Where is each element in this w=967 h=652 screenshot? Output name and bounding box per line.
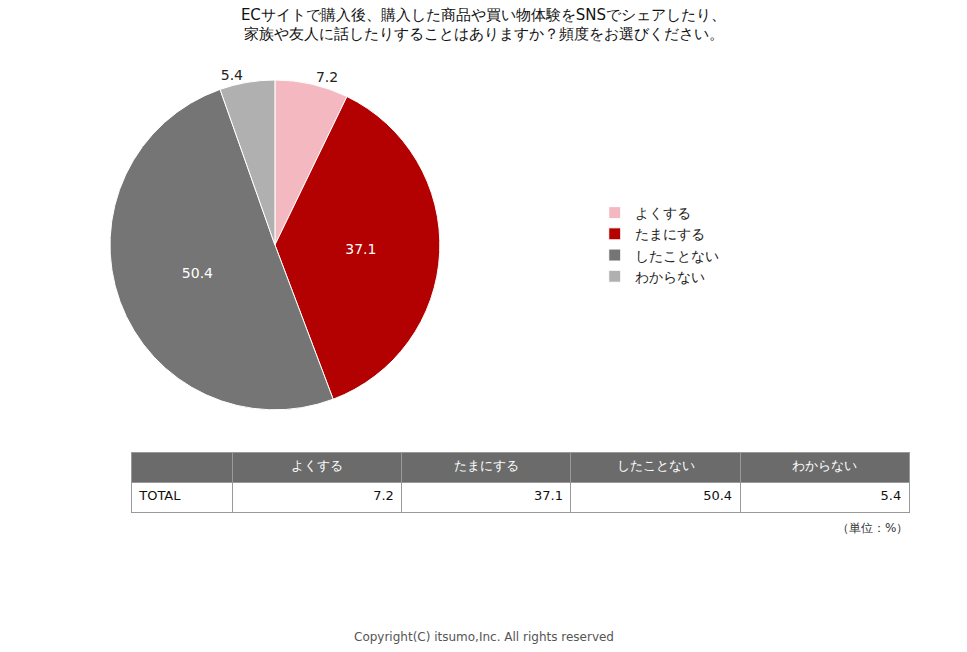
- svg-text:したことない: したことない: [617, 458, 695, 473]
- svg-text:よくする: よくする: [291, 458, 343, 473]
- svg-text:したことない: したことない: [635, 248, 719, 264]
- svg-text:7.2: 7.2: [316, 69, 338, 85]
- svg-text:Copyright(C) itsumo,Inc. All r: Copyright(C) itsumo,Inc. All rights rese…: [354, 630, 614, 644]
- svg-text:たまにする: たまにする: [635, 226, 705, 242]
- svg-text:37.1: 37.1: [534, 488, 563, 503]
- svg-text:TOTAL: TOTAL: [138, 488, 181, 503]
- svg-text:よくする: よくする: [635, 205, 691, 221]
- svg-text:ECサイトで購入後、購入した商品や買い物体験をSNSでシェア: ECサイトで購入後、購入した商品や買い物体験をSNSでシェアしたり、家族や友人に…: [241, 6, 726, 44]
- svg-text:たまにする: たまにする: [454, 458, 519, 473]
- svg-text:37.1: 37.1: [345, 241, 376, 257]
- svg-text:わからない: わからない: [792, 458, 857, 473]
- svg-text:（単位：%）: （単位：%）: [837, 521, 908, 535]
- svg-text:7.2: 7.2: [373, 488, 394, 503]
- svg-text:50.4: 50.4: [703, 488, 732, 503]
- svg-text:5.4: 5.4: [221, 67, 243, 83]
- svg-text:50.4: 50.4: [182, 265, 213, 281]
- svg-text:わからない: わからない: [635, 269, 705, 285]
- svg-text:5.4: 5.4: [881, 488, 902, 503]
